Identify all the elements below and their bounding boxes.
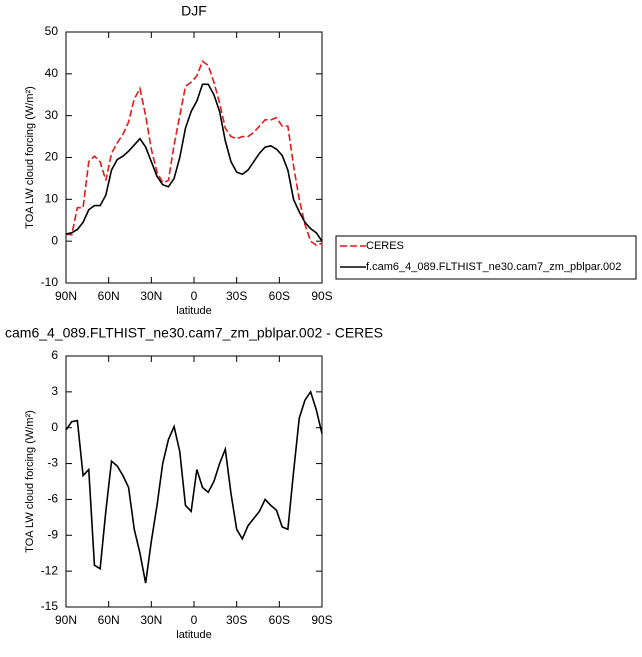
data-line [65,60,323,247]
x-tick-label: 60N [98,289,120,303]
x-tick-label: 30N [140,289,162,303]
x-tick-label: 60S [269,289,290,303]
y-tick-label: 0 [51,233,58,247]
y-tick-label: -9 [47,527,58,541]
legend-label: CERES [366,240,404,252]
y-tick-label: -15 [41,599,59,613]
x-axis-label: latitude [176,305,211,317]
x-tick-label: 30N [140,613,162,627]
x-tick-label: 60N [98,613,120,627]
x-tick-label: 0 [191,289,198,303]
legend-box [335,235,637,280]
y-tick-label: 20 [45,150,59,164]
y-tick-label: -6 [47,492,58,506]
y-tick-label: 50 [45,24,59,38]
y-tick-label: 3 [51,384,58,398]
y-tick-label: 6 [51,348,58,362]
data-line [65,390,323,584]
x-tick-label: 30S [226,289,247,303]
x-tick-label: 90S [311,613,332,627]
y-axis-label: TOA LW cloud forcing (W/m²) [24,410,36,553]
y-tick-label: 0 [51,420,58,434]
x-tick-label: 90S [311,289,332,303]
x-tick-label: 60S [269,613,290,627]
y-axis-label: TOA LW cloud forcing (W/m²) [24,86,36,229]
y-tick-label: 10 [45,192,59,206]
y-tick-label: -10 [41,275,59,289]
x-tick-label: 30S [226,613,247,627]
x-tick-label: 0 [191,613,198,627]
y-tick-label: 30 [45,108,59,122]
data-line [65,83,323,242]
y-tick-label: 40 [45,66,59,80]
y-tick-label: -3 [47,456,58,470]
x-tick-label: 90N [55,289,77,303]
chart-title: cam6_4_089.FLTHIST_ne30.cam7_zm_pblpar.0… [5,325,383,341]
x-axis-label: latitude [176,629,211,641]
legend-label: f.cam6_4_089.FLTHIST_ne30.cam7_zm_pblpar… [366,261,621,273]
chart-title: DJF [181,3,207,19]
plot-frame [65,355,323,608]
y-tick-label: -12 [41,563,59,577]
x-tick-label: 90N [55,613,77,627]
